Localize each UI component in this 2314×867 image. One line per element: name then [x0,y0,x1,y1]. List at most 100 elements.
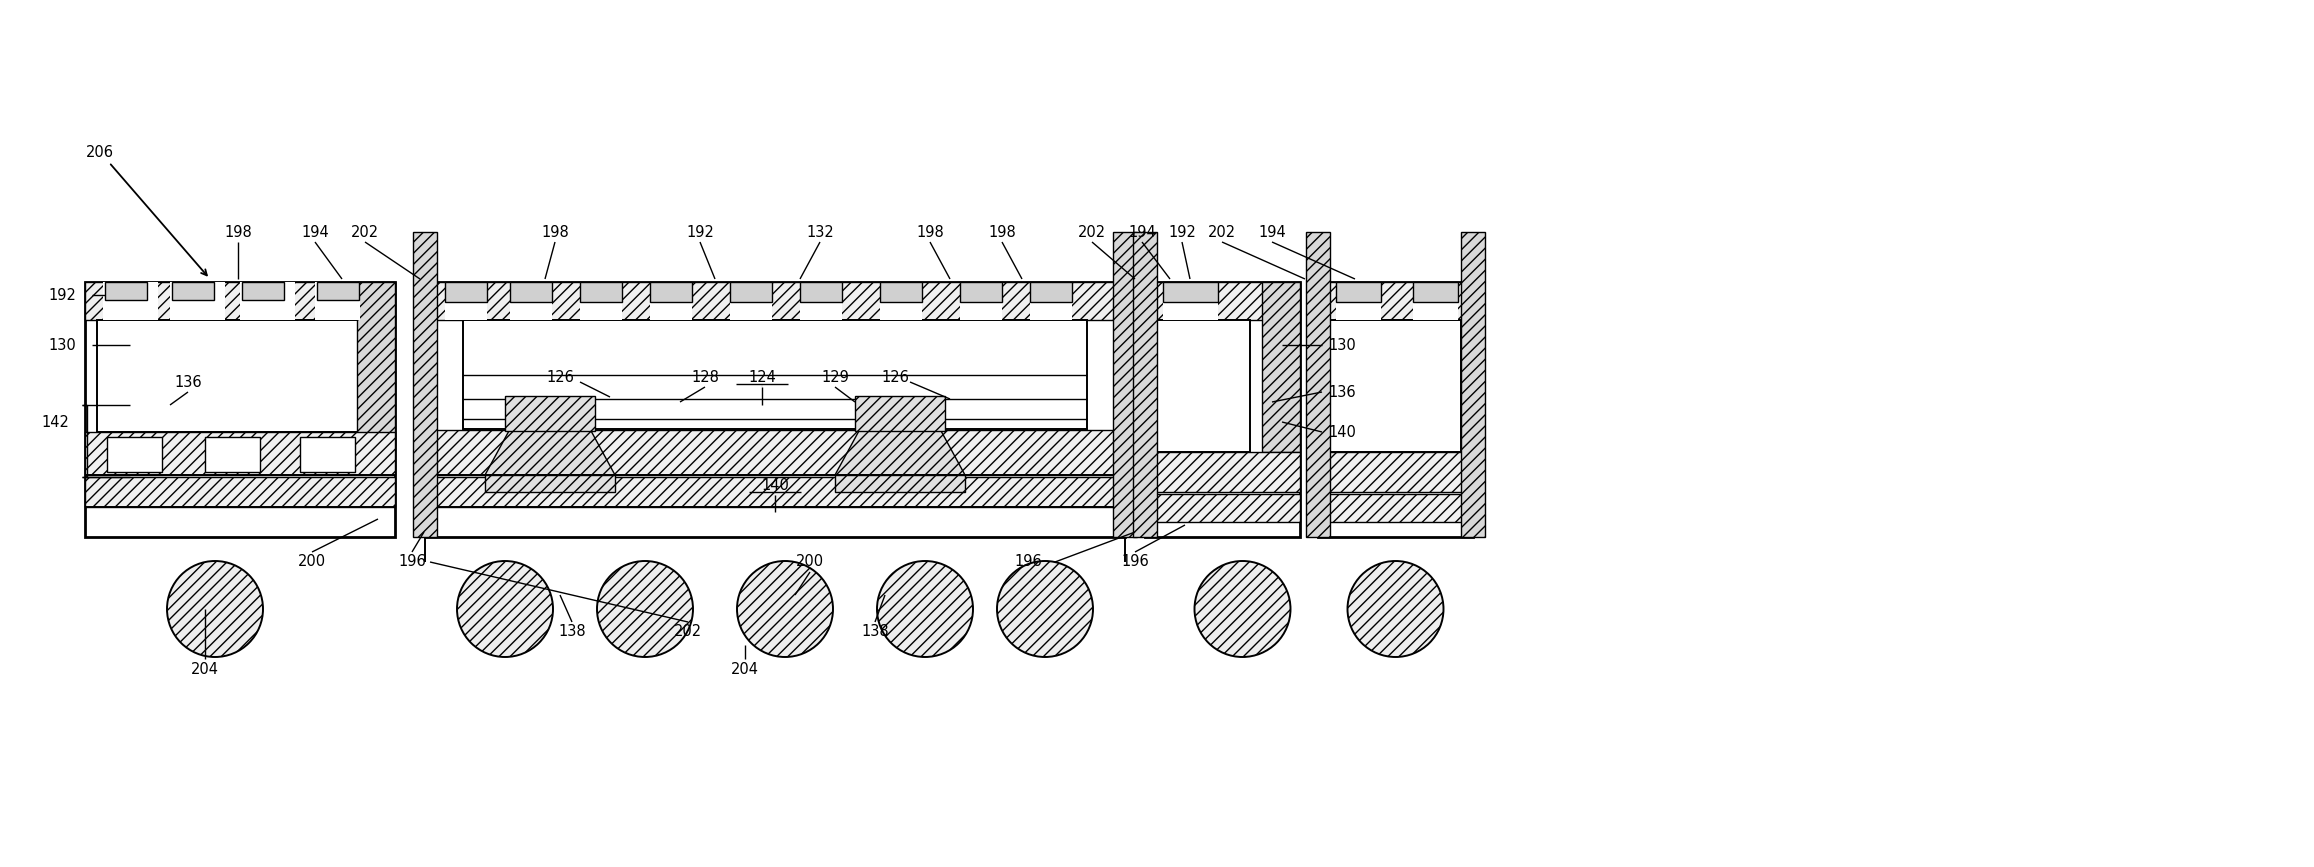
Text: 142: 142 [42,414,69,429]
Bar [1319,494,1474,522]
Bar [1261,282,1300,452]
Bar [486,475,616,492]
Bar [1414,282,1458,302]
Bar [301,437,354,472]
Circle shape [877,561,972,657]
Text: 196: 196 [1120,555,1148,570]
Text: 206: 206 [86,145,206,276]
Bar [960,282,1002,320]
Text: 192: 192 [49,288,76,303]
Bar [86,282,396,320]
Bar [86,477,396,507]
Bar [801,282,842,320]
Bar [86,282,396,537]
Bar [104,282,148,300]
Bar [509,282,553,320]
Text: 140: 140 [761,478,789,492]
Bar [504,396,595,431]
Bar [315,282,361,320]
Bar [960,282,1002,302]
Bar [426,282,1125,537]
Bar [169,282,224,320]
Text: 198: 198 [988,225,1016,239]
Bar [581,282,622,320]
Text: 138: 138 [558,624,585,640]
Bar [509,282,553,302]
Bar [1335,282,1381,302]
Text: 138: 138 [861,624,889,640]
Text: 196: 196 [1014,555,1041,570]
Bar [1145,282,1300,537]
Text: 196: 196 [398,555,426,570]
Text: 132: 132 [805,225,833,239]
Polygon shape [486,429,616,475]
Bar [444,282,486,320]
Bar [1319,452,1474,492]
Bar [879,282,921,320]
Circle shape [456,561,553,657]
Bar [1145,452,1300,492]
Bar [426,430,1125,475]
Text: 136: 136 [174,375,201,389]
Text: 202: 202 [1208,225,1236,239]
Bar [1319,282,1474,320]
Text: 198: 198 [916,225,944,239]
Bar [1460,232,1486,537]
Bar [412,232,437,537]
Bar [1134,232,1157,537]
Bar [356,282,396,445]
Text: 194: 194 [301,225,329,239]
Bar [444,282,486,302]
Bar [835,475,965,492]
Bar [1305,232,1331,537]
Bar [106,437,162,472]
Text: 200: 200 [796,555,824,570]
Bar [650,282,692,320]
Text: 194: 194 [1129,225,1157,239]
Text: 140: 140 [1328,425,1356,440]
Text: 130: 130 [1328,337,1356,353]
Polygon shape [835,429,965,475]
Bar [1113,232,1136,537]
Text: 129: 129 [821,369,849,384]
Text: 126: 126 [882,369,909,384]
Circle shape [597,561,692,657]
Circle shape [167,561,264,657]
Text: 124: 124 [747,369,775,384]
Circle shape [1347,561,1444,657]
Text: 192: 192 [1169,225,1196,239]
Text: 126: 126 [546,369,574,384]
Bar [801,282,842,302]
Text: 130: 130 [49,337,76,353]
Circle shape [736,561,833,657]
Bar [729,282,773,320]
Bar [171,282,213,300]
Bar [1030,282,1071,302]
Bar [1331,320,1460,452]
Circle shape [997,561,1092,657]
Bar [729,282,773,302]
Text: 204: 204 [731,662,759,676]
Text: 202: 202 [673,624,701,640]
Bar [426,477,1125,507]
Bar [650,282,692,302]
Bar [1145,494,1300,522]
Text: 204: 204 [192,662,220,676]
Bar [854,396,944,431]
Bar [581,282,622,302]
Bar [1164,282,1217,302]
Bar [97,320,384,432]
Bar [1157,320,1250,452]
Text: 202: 202 [1078,225,1106,239]
Circle shape [1194,561,1291,657]
Bar [104,282,157,320]
Bar [1145,282,1300,320]
Bar [426,282,1125,320]
Text: 200: 200 [299,555,326,570]
Bar [86,432,396,475]
Bar [1319,282,1474,537]
Text: 192: 192 [685,225,715,239]
Bar [1335,282,1381,320]
Bar [463,320,1088,429]
Bar [317,282,359,300]
